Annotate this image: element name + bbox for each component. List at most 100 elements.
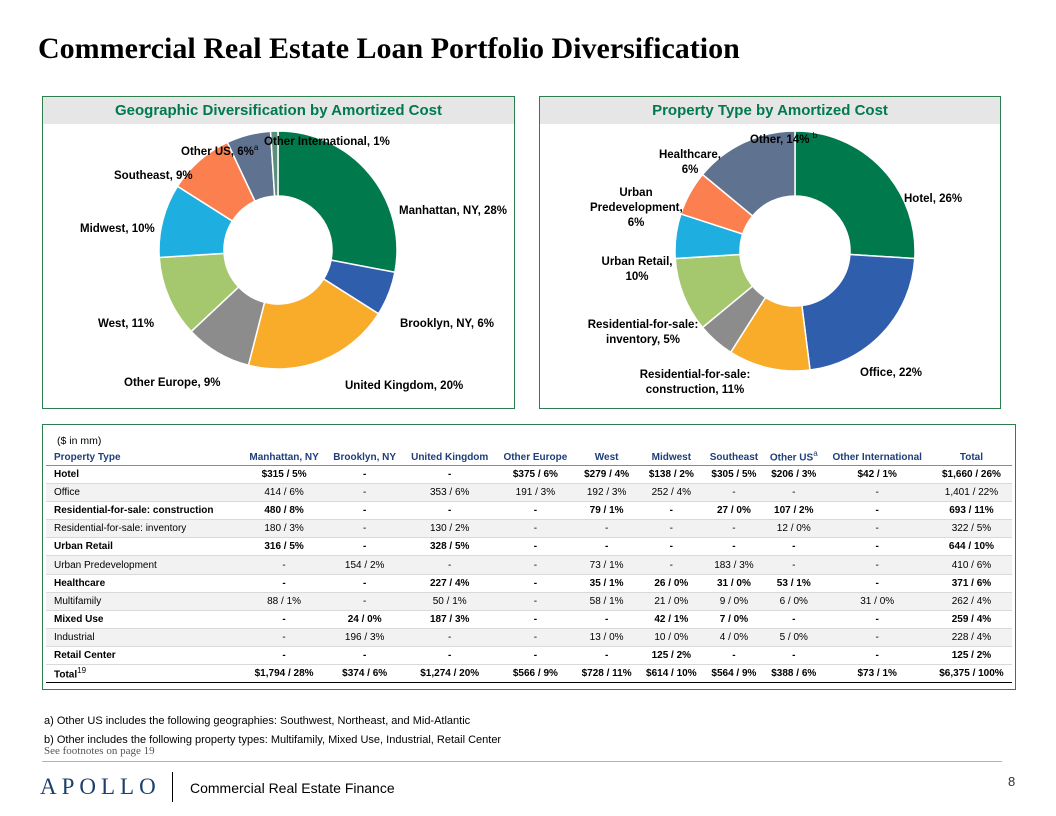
table-cell: -: [574, 646, 639, 666]
logo-separator: [172, 772, 173, 802]
row-label: Residential-for-sale: construction: [46, 501, 242, 521]
label-healthcare: Healthcare, 6%: [658, 149, 721, 176]
table-cell: -: [764, 610, 824, 629]
table-cell: -: [638, 537, 704, 557]
table-cell: -: [823, 537, 931, 557]
table-cell: 192 / 3%: [574, 483, 639, 503]
label-other-international: Other International, 1%: [264, 136, 390, 148]
table-cell: -: [703, 537, 764, 557]
note-marker-a: a: [253, 143, 259, 152]
geo-slice-united-kingdom: [247, 277, 380, 370]
table-cell: 187 / 3%: [403, 610, 497, 629]
row-label: Urban Predevelopment: [46, 555, 242, 575]
table-cell: $1,660 / 26%: [930, 465, 1012, 485]
table-cell: 58 / 1%: [574, 592, 639, 611]
table-cell: 5 / 0%: [764, 628, 824, 647]
label-southeast: Southeast, 9%: [114, 170, 193, 182]
table-cell: -: [326, 483, 404, 503]
table-cell: 125 / 2%: [930, 646, 1012, 666]
table-cell: -: [326, 592, 404, 611]
table-cell: 24 / 0%: [326, 610, 404, 629]
table-cell: -: [823, 574, 931, 593]
table-cell: -: [496, 646, 575, 666]
header-other-europe: Other Europe: [496, 425, 575, 466]
table-cell: -: [764, 646, 824, 666]
table-cell: 35 / 1%: [574, 574, 639, 593]
header-other-international: Other International: [823, 425, 931, 466]
apollo-logo: APOLLO: [40, 774, 161, 799]
table-cell: -: [326, 574, 404, 593]
header-brooklyn-ny: Brooklyn, NY: [326, 425, 404, 466]
table-cell: -: [241, 574, 327, 593]
table-cell: $305 / 5%: [703, 465, 764, 485]
table-cell: 6 / 0%: [764, 592, 824, 611]
label-residential-construction: Residential-for-sale: construction, 11%: [639, 369, 751, 396]
table-cell: 31 / 0%: [703, 574, 764, 593]
loan-portfolio-table: Property Type Manhattan, NY Brooklyn, NY Un…: [46, 425, 1012, 684]
table-cell: 125 / 2%: [638, 646, 704, 666]
table-cell: 259 / 4%: [930, 610, 1012, 629]
table-cell: $279 / 4%: [574, 465, 639, 485]
total-label: Total19: [46, 664, 242, 684]
note-a: a) Other US includes the following geogr…: [44, 715, 471, 727]
geographic-chart-panel: Geographic Diversification by Amortized …: [42, 96, 515, 409]
total-cell: $374 / 6%: [326, 664, 404, 684]
table-cell: 227 / 4%: [403, 574, 497, 593]
table-cell: 262 / 4%: [930, 592, 1012, 611]
table-row: Retail Center - - - - -125 / 2% - - -125 / 2%: [46, 646, 1012, 666]
header-west: West: [574, 425, 639, 466]
row-label: Multifamily: [46, 592, 242, 611]
table-cell: -: [574, 537, 639, 557]
table-cell: -: [326, 501, 404, 521]
table-row: Urban Predevelopment -154 / 2% - -73 / 1% -1…: [46, 555, 1012, 575]
table-cell: -: [823, 483, 931, 503]
total-cell: $614 / 10%: [638, 664, 704, 684]
row-label: Healthcare: [46, 574, 242, 593]
table-row: Multifamily 88 / 1% -50 / 1% -58 / 1% 21 / 0…: [46, 592, 1012, 611]
table-cell: 73 / 1%: [574, 555, 639, 575]
table-body: Hotel $315 / 5% - - $375 / 6% $279 / 4% $138 /…: [46, 465, 1012, 684]
loan-portfolio-table-panel: ($ in mm) Property Type Manhattan, NY Broo…: [42, 424, 1016, 690]
table-cell: -: [241, 628, 327, 647]
table-cell: 183 / 3%: [703, 555, 764, 575]
table-cell: 4 / 0%: [703, 628, 764, 647]
page-title: Commercial Real Estate Loan Portfolio Di…: [38, 32, 740, 65]
table-cell: -: [574, 610, 639, 629]
footnotes: a) Other US includes the following geogr…: [44, 712, 501, 750]
table-cell: -: [241, 646, 327, 666]
table-cell: 191 / 3%: [496, 483, 575, 503]
table-cell: 414 / 6%: [241, 483, 327, 503]
header-manhattan-ny: Manhattan, NY: [241, 425, 327, 466]
geo-slice-manhattan-ny: [277, 130, 398, 274]
table-header-row: Property Type Manhattan, NY Brooklyn, NY Un…: [46, 425, 1012, 466]
table-cell: -: [326, 465, 404, 485]
table-cell: 13 / 0%: [574, 628, 639, 647]
table-cell: -: [496, 537, 575, 557]
label-hotel: Hotel, 26%: [904, 193, 963, 205]
table-cell: -: [823, 628, 931, 647]
table-units: ($ in mm): [57, 435, 102, 447]
total-cell: $728 / 11%: [574, 664, 639, 684]
label-midwest: Midwest, 10%: [80, 223, 155, 235]
table-cell: 10 / 0%: [638, 628, 704, 647]
label-urban-predevelopment: Urban Predevelopment, 6%: [590, 187, 683, 229]
total-cell: $564 / 9%: [703, 664, 764, 684]
label-urban-retail: Urban Retail, 10%: [601, 256, 673, 283]
table-cell: -: [764, 483, 824, 503]
table-row: Mixed Use -24 / 0% 187 / 3% - -42 / 1% 7 / 0%…: [46, 610, 1012, 629]
table-cell: -: [241, 610, 327, 629]
geographic-chart-title: Geographic Diversification by Amortized …: [43, 97, 514, 124]
table-row: Healthcare - -227 / 4% -35 / 1% 26 / 0% 31 / …: [46, 574, 1012, 593]
table-cell: $42 / 1%: [823, 465, 931, 485]
table-cell: 7 / 0%: [703, 610, 764, 629]
row-label: Office: [46, 483, 242, 503]
table-cell: -: [403, 628, 497, 647]
total-cell: $1,274 / 20%: [403, 664, 497, 684]
table-cell: -: [638, 501, 704, 521]
row-label: Urban Retail: [46, 537, 242, 557]
table-cell: -: [326, 646, 404, 666]
table-cell: 31 / 0%: [823, 592, 931, 611]
table-cell: $138 / 2%: [638, 465, 704, 485]
table-cell: -: [496, 610, 575, 629]
header-total: Total: [930, 425, 1012, 466]
